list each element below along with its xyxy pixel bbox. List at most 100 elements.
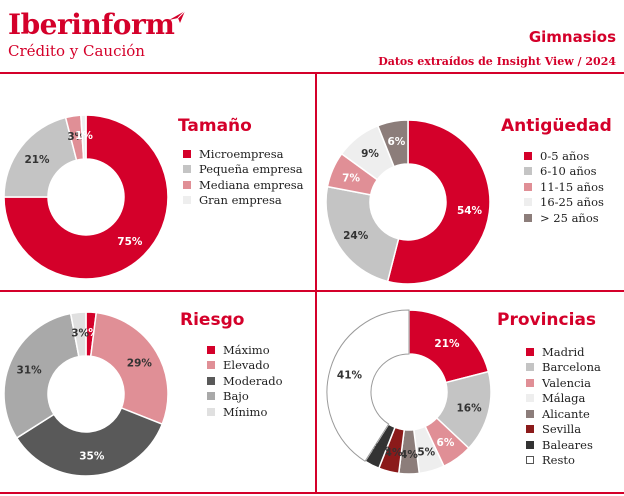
plane-icon: [169, 10, 186, 23]
legend-item-tamano-microempresa: Microempresa: [183, 146, 304, 162]
legend-provincias: Madrid Barcelona Valencia Málaga Alicante Sev…: [526, 344, 601, 468]
legend-swatch: [526, 394, 534, 403]
data-label-provincias-madrid: 21%: [434, 338, 460, 350]
legend-label: Valencia: [542, 375, 591, 390]
legend-item-antiguedad-25-anos: > 25 años: [524, 210, 604, 226]
data-label-tamano-pequena-empresa: 21%: [24, 154, 50, 166]
data-label-antiguedad-16-25-anos: 9%: [361, 148, 379, 160]
panel-antiguedad: 54% 24% 7% 9% 6% Antigüedad 0-5 años 6-10 año…: [317, 74, 624, 290]
legend-riesgo: Máximo Elevado Moderado Bajo Mínimo: [207, 342, 283, 420]
legend-swatch: [207, 392, 215, 401]
legend-label: Bajo: [223, 389, 249, 404]
legend-item-tamano-pequena-empresa: Pequeña empresa: [183, 162, 304, 178]
bottom-rule: [0, 492, 624, 494]
data-label-antiguedad-25-anos: 6%: [387, 136, 405, 148]
legend-swatch: [526, 440, 534, 449]
panel-riesgo: 2% 29% 35% 31% 3% Riesgo Máximo Elevado Modera…: [0, 292, 315, 492]
legend-item-provincias-baleares: Baleares: [526, 437, 601, 453]
legend-item-tamano-mediana-empresa: Mediana empresa: [183, 177, 304, 193]
legend-swatch: [183, 165, 191, 174]
legend-item-antiguedad-16-25-anos: 16-25 años: [524, 195, 604, 211]
legend-item-tamano-gran-empresa: Gran empresa: [183, 193, 304, 209]
legend-label: Máximo: [223, 342, 270, 357]
legend-label: Microempresa: [199, 146, 284, 161]
legend-label: 0-5 años: [540, 148, 590, 163]
legend-item-provincias-valencia: Valencia: [526, 375, 601, 391]
legend-label: 11-15 años: [540, 179, 604, 194]
slice-antiguedad-6-10-anos: [325, 185, 400, 283]
legend-label: Madrid: [542, 344, 585, 359]
legend-swatch: [524, 167, 532, 176]
legend-label: Sevilla: [542, 422, 582, 437]
panel-tamano: 75% 21% 3% 1% Tamaño Microempresa Pequeña em…: [0, 74, 315, 290]
legend-label: Resto: [542, 453, 575, 468]
brand-subtitle: Crédito y Caución: [8, 42, 145, 60]
legend-swatch: [524, 213, 532, 222]
slice-tamano-pequena-empresa: [3, 116, 78, 198]
slice-tamano-gran-empresa: [80, 114, 87, 160]
slice-provincias-madrid: [408, 309, 490, 384]
slice-tamano-microempresa: [3, 114, 169, 280]
data-label-riesgo-bajo: 31%: [17, 364, 43, 376]
data-label-tamano-microempresa: 75%: [117, 236, 143, 248]
legend-item-riesgo-bajo: Bajo: [207, 389, 283, 405]
legend-label: > 25 años: [540, 210, 599, 225]
legend-swatch: [524, 182, 532, 191]
legend-label: Barcelona: [542, 360, 601, 375]
data-label-provincias-valencia: 6%: [437, 437, 455, 449]
data-label-antiguedad-6-10-anos: 24%: [343, 230, 369, 242]
legend-item-provincias-resto: Resto: [526, 453, 601, 469]
data-label-tamano-mediana-empresa: 3%: [67, 131, 85, 143]
chart-title-antiguedad: Antigüedad: [501, 116, 612, 136]
data-label-provincias-baleares: 3%: [372, 442, 390, 454]
data-label-provincias-alicante: 4%: [400, 449, 418, 461]
donut-chart-antiguedad: 54% 24% 7%9% 6%: [325, 119, 491, 285]
legend-label: 6-10 años: [540, 164, 597, 179]
legend-swatch: [524, 198, 532, 207]
panel-provincias: 21% 16% 6% 5% 4% 4% 3% 41% Provincias Madrid Bar…: [317, 292, 624, 492]
legend-swatch: [526, 456, 534, 465]
legend-swatch: [207, 361, 215, 370]
legend-label: Mediana empresa: [199, 177, 304, 192]
legend-item-provincias-barcelona: Barcelona: [526, 360, 601, 376]
donut-chart-tamano: 75% 21% 3%1%: [3, 114, 169, 280]
data-label-provincias-sevilla: 4%: [385, 447, 403, 459]
data-label-antiguedad-0-5-anos: 54%: [457, 205, 483, 217]
legend-swatch: [207, 376, 215, 385]
legend-label: Baleares: [542, 437, 593, 452]
brand-logo: Iberinform Crédito y Caución: [8, 8, 175, 61]
slice-riesgo-bajo: [3, 312, 80, 439]
legend-swatch: [183, 180, 191, 189]
legend-item-antiguedad-11-15-anos: 11-15 años: [524, 179, 604, 195]
legend-label: Moderado: [223, 373, 283, 388]
report-title: Gimnasios: [528, 28, 616, 46]
legend-swatch: [207, 407, 215, 416]
middle-rule: [0, 290, 624, 292]
slice-antiguedad-0-5-anos: [386, 119, 491, 285]
legend-label: Málaga: [542, 391, 586, 406]
legend-item-provincias-alicante: Alicante: [526, 406, 601, 422]
legend-label: Mínimo: [223, 404, 268, 419]
data-label-provincias-resto: 41%: [337, 370, 363, 382]
legend-label: 16-25 años: [540, 195, 604, 210]
vertical-rule: [315, 74, 317, 494]
legend-swatch: [207, 345, 215, 354]
slice-riesgo-elevado: [89, 311, 169, 426]
legend-item-provincias-malaga: Málaga: [526, 391, 601, 407]
legend-swatch: [526, 347, 534, 356]
legend-item-provincias-sevilla: Sevilla: [526, 422, 601, 438]
data-label-tamano-gran-empresa: 1%: [75, 130, 93, 142]
legend-antiguedad: 0-5 años 6-10 años 11-15 años 16-25 años > 2…: [524, 148, 604, 226]
data-label-provincias-barcelona: 16%: [456, 402, 482, 414]
brand-name: Iberinform: [8, 8, 175, 41]
legend-swatch: [526, 409, 534, 418]
data-label-riesgo-minimo: 3%: [71, 327, 89, 339]
slice-provincias-resto: [326, 309, 410, 462]
legend-item-antiguedad-6-10-anos: 6-10 años: [524, 164, 604, 180]
donut-chart-provincias: 21%16%6%5%4%4%3%41%: [326, 309, 492, 475]
legend-item-riesgo-maximo: Máximo: [207, 342, 283, 358]
chart-title-provincias: Provincias: [497, 310, 597, 330]
legend-item-antiguedad-0-5-anos: 0-5 años: [524, 148, 604, 164]
header-rule: [0, 72, 624, 74]
slice-riesgo-moderado: [15, 407, 164, 477]
